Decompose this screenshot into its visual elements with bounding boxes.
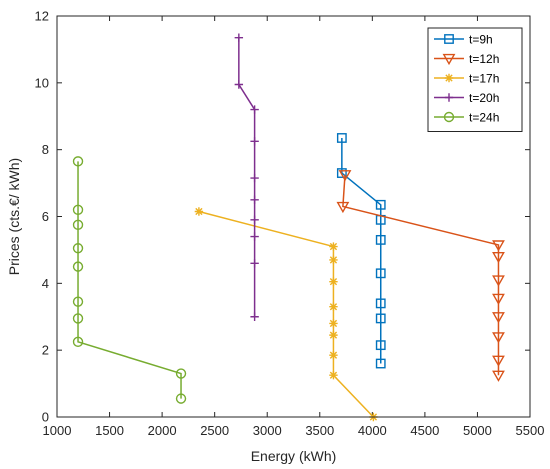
- legend-item: t=20h: [434, 91, 499, 105]
- data-point: [492, 332, 505, 344]
- x-tick-label: 1000: [43, 423, 72, 438]
- data-point: [250, 195, 259, 204]
- data-point: [336, 168, 347, 178]
- data-point: [492, 312, 505, 324]
- series-t=20h: [234, 33, 259, 321]
- x-tick-label: 5500: [516, 423, 545, 438]
- series-line: [77, 161, 182, 399]
- y-tick-label: 4: [42, 276, 49, 291]
- data-point: [492, 293, 505, 305]
- data-point: [338, 170, 352, 182]
- data-point: [329, 330, 338, 340]
- data-point: [250, 105, 259, 114]
- data-point: [329, 277, 338, 286]
- y-axis-label: Prices (cts.€/ kWh): [6, 158, 22, 275]
- data-point: [336, 133, 347, 143]
- data-point: [250, 312, 259, 321]
- legend-box: [427, 27, 523, 132]
- data-point: [492, 275, 505, 287]
- data-point: [72, 204, 84, 216]
- data-point: [329, 371, 338, 380]
- legend-marker: [442, 53, 456, 66]
- legend-marker: [444, 73, 454, 83]
- legend-label: t=20h: [469, 91, 499, 105]
- data-point: [72, 243, 84, 254]
- data-point: [329, 255, 338, 265]
- x-tick-label: 4000: [358, 423, 387, 438]
- legend-label: t=9h: [469, 33, 493, 47]
- series-t=12h: [336, 170, 505, 382]
- legend-item: t=12h: [434, 52, 499, 66]
- data-point: [329, 350, 338, 360]
- data-point: [234, 33, 244, 42]
- series-t=24h: [72, 156, 187, 404]
- data-point: [234, 80, 244, 89]
- x-tick-label: 2000: [148, 423, 177, 438]
- data-point: [72, 296, 84, 307]
- legend-item: t=9h: [434, 33, 493, 47]
- y-tick-label: 8: [42, 142, 49, 157]
- data-point: [72, 313, 84, 324]
- data-point: [329, 302, 338, 311]
- x-tick-label: 3500: [305, 423, 334, 438]
- data-point: [250, 259, 259, 268]
- data-point: [375, 199, 386, 210]
- data-point: [250, 173, 259, 183]
- y-tick-label: 10: [35, 75, 49, 90]
- data-point: [492, 240, 505, 252]
- data-point: [329, 319, 338, 328]
- series-t=9h: [336, 133, 386, 369]
- data-point: [250, 137, 259, 146]
- data-point: [492, 370, 505, 382]
- legend-item: t=17h: [434, 72, 499, 86]
- data-point: [492, 252, 505, 264]
- series-line: [341, 137, 382, 364]
- data-point: [336, 201, 350, 214]
- legend-item: t=24h: [434, 111, 499, 125]
- data-point: [72, 219, 84, 231]
- x-tick-label: 5000: [463, 423, 492, 438]
- series-line: [198, 210, 374, 418]
- x-tick-label: 3000: [253, 423, 282, 438]
- x-tick-label: 1500: [95, 423, 124, 438]
- x-axis-label: Energy (kWh): [251, 448, 337, 464]
- data-point: [375, 313, 386, 324]
- legend: t=9h t=12h t=17h t=20h t=24h: [427, 27, 523, 132]
- legend-marker: [444, 93, 454, 102]
- data-point: [194, 207, 204, 216]
- data-point: [375, 298, 386, 309]
- series-line: [238, 37, 256, 317]
- axis-ticks: 1000 1500 2000 2500 3000 3500 4000 4500 5000 5500…: [35, 9, 545, 439]
- y-tick-label: 12: [35, 9, 49, 24]
- legend-marker: [443, 111, 455, 123]
- data-point: [250, 215, 259, 225]
- data-point: [72, 261, 84, 272]
- legend-label: t=12h: [469, 52, 499, 66]
- data-point: [375, 340, 386, 351]
- y-tick-label: 6: [42, 209, 49, 224]
- plot-border: [56, 15, 531, 418]
- y-tick-label: 2: [42, 343, 49, 358]
- data-point: [250, 232, 259, 241]
- data-point: [375, 234, 386, 245]
- legend-label: t=24h: [469, 111, 499, 125]
- legend-marker: [444, 34, 454, 44]
- series-layer: [72, 33, 505, 422]
- x-tick-label: 2500: [200, 423, 229, 438]
- x-tick-label: 4500: [410, 423, 439, 438]
- data-point: [375, 268, 386, 279]
- data-point: [72, 336, 84, 348]
- series-line: [342, 174, 500, 376]
- data-point: [329, 242, 338, 251]
- legend-label: t=17h: [469, 72, 499, 86]
- data-point: [492, 355, 505, 367]
- data-point: [175, 393, 187, 404]
- data-point: [175, 368, 187, 379]
- data-point: [72, 156, 84, 167]
- y-tick-label: 0: [42, 410, 49, 425]
- data-point: [375, 358, 386, 369]
